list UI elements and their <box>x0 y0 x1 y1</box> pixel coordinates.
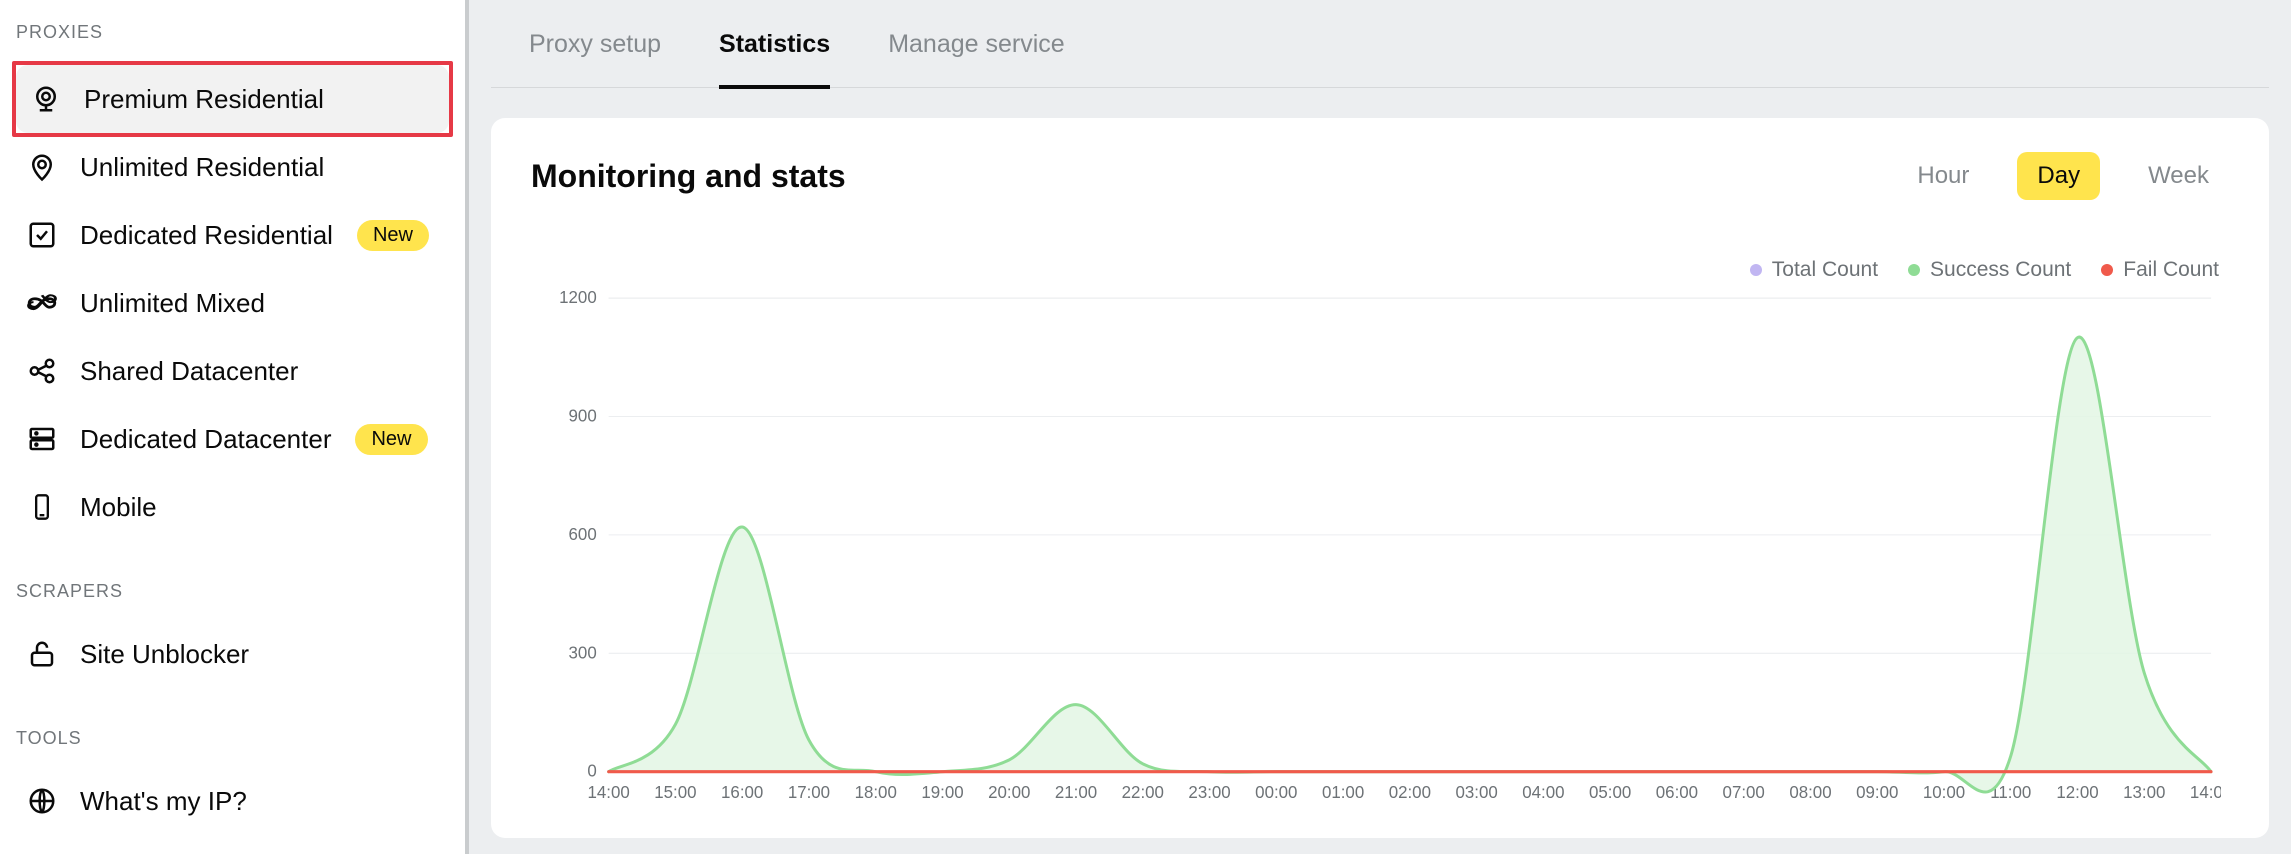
svg-text:12:00: 12:00 <box>2056 783 2098 802</box>
svg-text:1200: 1200 <box>559 288 597 307</box>
svg-text:23:00: 23:00 <box>1188 783 1230 802</box>
svg-text:900: 900 <box>569 406 597 425</box>
stats-card: Monitoring and stats Hour Day Week Total… <box>491 118 2269 838</box>
sidebar-item-dedicated-datacenter[interactable]: Dedicated Datacenter New <box>12 405 453 473</box>
infinity-icon <box>24 285 60 321</box>
svg-text:00:00: 00:00 <box>1255 783 1297 802</box>
sidebar-section-proxies-title: PROXIES <box>12 22 453 61</box>
svg-text:14:00: 14:00 <box>2190 783 2221 802</box>
range-btn-week[interactable]: Week <box>2128 152 2229 200</box>
tabs-row: Proxy setup Statistics Manage service <box>491 0 2269 88</box>
svg-text:0: 0 <box>587 762 596 781</box>
sidebar-item-label: Dedicated Residential <box>80 220 333 251</box>
svg-text:06:00: 06:00 <box>1656 783 1698 802</box>
sidebar-highlight-box: Premium Residential <box>12 61 453 137</box>
svg-text:03:00: 03:00 <box>1455 783 1497 802</box>
range-btn-day[interactable]: Day <box>2017 152 2100 200</box>
sidebar-section-scrapers-title: SCRAPERS <box>12 541 453 620</box>
legend-dot-fail <box>2101 264 2113 276</box>
sidebar-item-label: Unlimited Mixed <box>80 288 265 319</box>
webcam-icon <box>28 81 64 117</box>
sidebar-item-label: Mobile <box>80 492 157 523</box>
server-icon <box>24 421 60 457</box>
badge-new: New <box>355 424 427 455</box>
sidebar: PROXIES Premium Residential Unlimited Re… <box>0 0 465 854</box>
svg-text:18:00: 18:00 <box>855 783 897 802</box>
sidebar-item-label: Unlimited Residential <box>80 152 324 183</box>
svg-text:01:00: 01:00 <box>1322 783 1364 802</box>
svg-text:14:00: 14:00 <box>588 783 630 802</box>
svg-text:21:00: 21:00 <box>1055 783 1097 802</box>
svg-text:600: 600 <box>569 525 597 544</box>
chart-container: 0 300 600 900 1200 14:00 15:00 16:00 17:00 18:00 1… <box>551 278 2221 812</box>
checklist-icon <box>24 217 60 253</box>
tab-proxy-setup[interactable]: Proxy setup <box>529 30 661 87</box>
svg-text:07:00: 07:00 <box>1723 783 1765 802</box>
svg-text:16:00: 16:00 <box>721 783 763 802</box>
sidebar-item-label: Site Unblocker <box>80 639 249 670</box>
svg-text:300: 300 <box>569 643 597 662</box>
svg-text:13:00: 13:00 <box>2123 783 2165 802</box>
svg-text:08:00: 08:00 <box>1789 783 1831 802</box>
card-title: Monitoring and stats <box>531 158 846 195</box>
card-header: Monitoring and stats Hour Day Week <box>531 152 2229 200</box>
sidebar-item-unlimited-residential[interactable]: Unlimited Residential <box>12 133 453 201</box>
svg-text:09:00: 09:00 <box>1856 783 1898 802</box>
badge-new: New <box>357 220 429 251</box>
svg-text:19:00: 19:00 <box>921 783 963 802</box>
sidebar-item-premium-residential[interactable]: Premium Residential <box>16 65 449 133</box>
legend-dot-total <box>1750 264 1762 276</box>
sidebar-item-site-unblocker[interactable]: Site Unblocker <box>12 620 453 688</box>
sidebar-item-label: Shared Datacenter <box>80 356 298 387</box>
sidebar-item-label: Premium Residential <box>84 84 324 115</box>
range-btn-hour[interactable]: Hour <box>1897 152 1989 200</box>
sidebar-section-tools-title: TOOLS <box>12 688 453 767</box>
sidebar-item-mobile[interactable]: Mobile <box>12 473 453 541</box>
sidebar-item-whats-my-ip[interactable]: What's my IP? <box>12 767 453 835</box>
svg-text:20:00: 20:00 <box>988 783 1030 802</box>
legend-dot-success <box>1908 264 1920 276</box>
svg-text:02:00: 02:00 <box>1389 783 1431 802</box>
share-nodes-icon <box>24 353 60 389</box>
sidebar-item-label: What's my IP? <box>80 786 247 817</box>
app-root: PROXIES Premium Residential Unlimited Re… <box>0 0 2291 854</box>
sidebar-item-dedicated-residential[interactable]: Dedicated Residential New <box>12 201 453 269</box>
main-panel: Proxy setup Statistics Manage service Mo… <box>465 0 2291 854</box>
range-button-group: Hour Day Week <box>1897 152 2229 200</box>
svg-text:04:00: 04:00 <box>1522 783 1564 802</box>
globe-icon <box>24 783 60 819</box>
svg-text:05:00: 05:00 <box>1589 783 1631 802</box>
sidebar-item-shared-datacenter[interactable]: Shared Datacenter <box>12 337 453 405</box>
sidebar-item-unlimited-mixed[interactable]: Unlimited Mixed <box>12 269 453 337</box>
svg-text:15:00: 15:00 <box>654 783 696 802</box>
unlock-icon <box>24 636 60 672</box>
svg-text:10:00: 10:00 <box>1923 783 1965 802</box>
svg-text:17:00: 17:00 <box>788 783 830 802</box>
sidebar-item-label: Dedicated Datacenter <box>80 424 331 455</box>
chart-svg: 0 300 600 900 1200 14:00 15:00 16:00 17:00 18:00 1… <box>551 278 2221 812</box>
svg-text:22:00: 22:00 <box>1122 783 1164 802</box>
tab-manage-service[interactable]: Manage service <box>888 30 1064 87</box>
mobile-icon <box>24 489 60 525</box>
location-pin-icon <box>24 149 60 185</box>
tab-statistics[interactable]: Statistics <box>719 30 830 89</box>
